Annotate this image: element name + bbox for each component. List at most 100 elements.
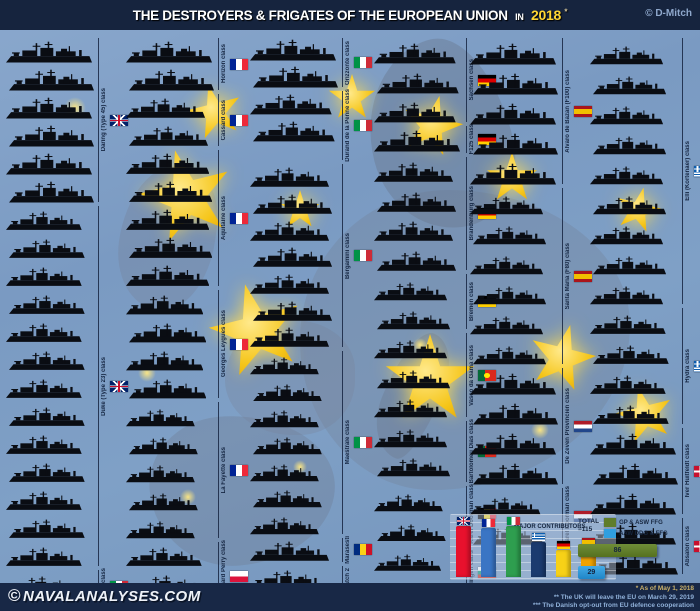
bar-united-kingdom — [456, 516, 471, 577]
class-label: Maestrale class — [345, 420, 351, 465]
ship-silhouette — [9, 463, 85, 483]
ship-silhouette — [6, 435, 82, 455]
class-group: Durand de la Penne class — [250, 89, 372, 162]
class-label-strip: Iver Huitfeldt class*** — [685, 426, 700, 516]
flag-pt-icon — [478, 369, 496, 381]
ship-silhouette — [126, 465, 195, 483]
ship-silhouette — [253, 194, 333, 214]
ship-silhouette — [253, 384, 322, 401]
ship-silhouette — [126, 409, 195, 427]
ship-silhouette — [126, 521, 195, 539]
glow-dot-icon — [180, 489, 196, 505]
ship-silhouette — [374, 341, 448, 359]
ship-silhouette — [470, 163, 556, 185]
class-bracket — [463, 126, 467, 153]
ship-silhouette — [377, 458, 451, 477]
class-bracket — [559, 38, 563, 184]
class-label-strip: Vasco da Gama class — [469, 331, 496, 419]
bar-greece — [531, 532, 546, 577]
flag-uk-icon — [457, 516, 470, 525]
ship-silhouette — [374, 429, 448, 447]
title-year: 2018 — [531, 7, 561, 23]
ship-silhouette — [374, 43, 456, 64]
ship-silhouette — [6, 323, 82, 343]
class-bracket — [215, 542, 219, 611]
flag-fr-icon — [230, 212, 248, 224]
class-bracket — [215, 38, 219, 90]
ship-silhouette — [470, 43, 556, 65]
flag-de-icon — [478, 74, 496, 86]
ship-silhouette — [9, 239, 85, 259]
class-bracket — [339, 537, 343, 562]
class-group: Karel Doorman class — [470, 486, 592, 546]
class-bracket — [463, 156, 467, 271]
class-bracket — [215, 290, 219, 398]
ship-silhouette — [593, 405, 669, 425]
ship-column-1: Daring (Type 45) class Duke (Type 23) cla… — [6, 36, 128, 605]
title-main: THE DESTROYERS & FRIGATES OF THE EUROPEA… — [132, 8, 508, 23]
ship-silhouette — [593, 136, 667, 155]
ship-silhouette — [374, 130, 460, 152]
title-note: * — [564, 7, 568, 17]
class-label: De Zeven Provincien class — [565, 388, 571, 464]
ship-silhouette — [470, 373, 556, 395]
ship-column-5: Alvaro de Bazan (F100) class Santa Maria … — [470, 36, 592, 546]
class-bracket — [95, 206, 99, 566]
class-label: Santa Maria (F80) class — [565, 242, 571, 310]
ship-silhouette — [126, 351, 204, 371]
ship-silhouette — [374, 221, 454, 242]
flag-de-icon — [478, 133, 496, 145]
class-label-strip: Alvaro de Bazan (F100) class — [565, 36, 592, 186]
class-label-strip: Daring (Type 45) class — [101, 36, 128, 204]
class-bracket — [679, 518, 683, 574]
ship-silhouette — [253, 490, 322, 508]
ship-silhouette — [9, 181, 94, 203]
flag-fr-icon — [230, 464, 248, 476]
flag-es-icon — [574, 105, 592, 117]
class-label-strip: Elli (Kortenaer) class — [685, 36, 700, 306]
class-label-strip: Georges Leygues class — [221, 288, 248, 400]
ship-silhouette — [250, 167, 330, 188]
ship-silhouette — [593, 463, 678, 485]
flag-fr-icon — [230, 338, 248, 350]
class-label-strip: Orizzonte class — [345, 36, 372, 89]
ship-silhouette — [374, 554, 442, 572]
flag-it-icon — [354, 250, 372, 262]
gp-asw-total-value: 86 — [613, 547, 622, 554]
ship-silhouette — [6, 547, 82, 567]
class-bracket — [215, 94, 219, 146]
ship-silhouette — [374, 282, 448, 300]
class-label: Marasesti — [345, 535, 351, 564]
ship-silhouette — [253, 437, 322, 455]
total-value: =115 — [578, 526, 593, 533]
flag-pl-icon — [230, 570, 248, 582]
class-label: Alvaro de Bazan (F100) class — [565, 69, 571, 153]
author-credit: © D-Mitch — [645, 8, 692, 19]
ship-silhouette — [126, 295, 204, 315]
ship-silhouette — [253, 301, 333, 321]
ship-column-2: Horizon class Cassard class Aquitaine clas… — [126, 36, 248, 611]
ship-silhouette — [126, 99, 206, 119]
class-bracket — [215, 402, 219, 538]
footer-bar: © NAVALANALYSES.COM * As of May 1, 2018 *… — [0, 583, 700, 611]
class-label: Cassard class — [221, 99, 227, 141]
watermark: © NAVALANALYSES.COM — [8, 586, 201, 606]
class-bracket — [339, 164, 343, 348]
header-bar: THE DESTROYERS & FRIGATES OF THE EUROPEA… — [0, 0, 700, 30]
ship-silhouette — [377, 251, 457, 271]
ship-silhouette — [9, 407, 85, 427]
class-bracket — [95, 38, 99, 202]
class-label: Orizzonte class — [345, 40, 351, 85]
ship-silhouette — [253, 121, 335, 141]
class-label: Durand de la Penne class — [345, 89, 351, 163]
ship-silhouette — [377, 524, 446, 541]
class-label: Iver Huitfeldt class — [685, 444, 691, 498]
class-bracket — [339, 91, 343, 161]
class-label: Georges Leygues class — [221, 310, 227, 378]
flag-uk-icon — [110, 380, 128, 392]
ship-silhouette — [6, 153, 92, 175]
class-label-strip: Sachsen class — [469, 36, 496, 124]
class-group: Orizzonte class — [250, 36, 372, 89]
flag-dk-icon — [694, 465, 700, 477]
gp-asw-label: GP & ASW FFG — [619, 519, 663, 526]
